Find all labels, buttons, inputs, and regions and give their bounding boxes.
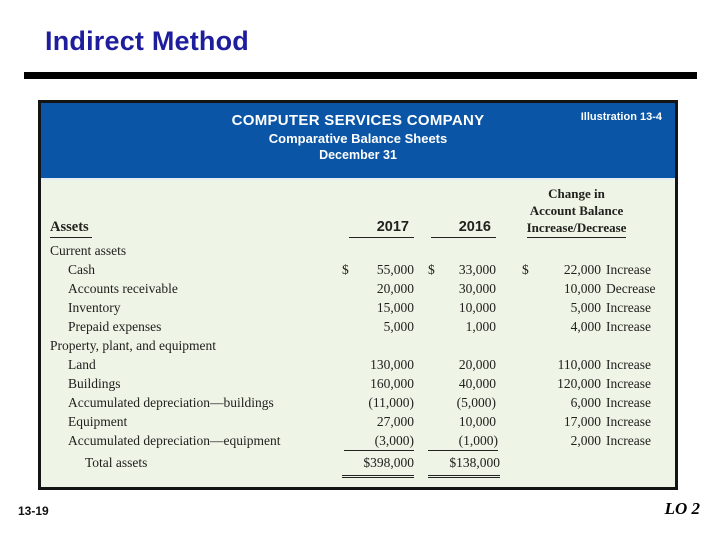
statement-date: December 31 <box>319 148 397 162</box>
value-2017: 5,000 <box>383 319 414 334</box>
change-direction: Increase <box>606 395 651 410</box>
row-label: Property, plant, and equipment <box>50 338 216 353</box>
slide-page-number: 13-19 <box>18 504 49 518</box>
value-2016: 30,000 <box>458 281 496 296</box>
value-2016: 20,000 <box>458 357 496 372</box>
row-label: Prepaid expenses <box>68 319 162 334</box>
row-label: Cash <box>68 262 95 277</box>
total-2016: $138,000 <box>414 451 500 478</box>
page-title: Indirect Method <box>45 26 249 56</box>
value-change: 120,000 <box>557 376 601 391</box>
value-2016: 10,000 <box>458 300 496 315</box>
table-row: Current assets <box>41 241 663 260</box>
value-2016: (1,000) <box>414 431 498 451</box>
change-direction: Increase <box>606 357 651 372</box>
row-label: Buildings <box>68 376 121 391</box>
change-direction: Increase <box>606 414 651 429</box>
row-label: Total assets <box>85 455 148 470</box>
change-header-line2: Account Balance <box>529 203 624 218</box>
table-row: Buildings 160,000 40,000 120,000 Increas… <box>41 374 663 393</box>
row-label: Current assets <box>50 243 127 258</box>
change-direction: Increase <box>606 376 651 391</box>
row-label: Inventory <box>68 300 121 315</box>
value-2017: 15,000 <box>376 300 414 315</box>
company-name: COMPUTER SERVICES COMPANY <box>231 112 485 129</box>
change-direction: Increase <box>606 319 651 334</box>
year-2017-header: 2017 <box>334 219 414 238</box>
change-column-header: Change in Account Balance Increase/Decre… <box>496 185 663 238</box>
value-change: 10,000 <box>563 281 601 296</box>
value-change: 5,000 <box>570 300 601 315</box>
total-2017: $398,000 <box>334 451 414 478</box>
change-direction: Decrease <box>606 281 656 296</box>
year-2016-header: 2016 <box>414 219 496 238</box>
change-direction: Increase <box>606 300 651 315</box>
value-2016: 1,000 <box>465 319 496 334</box>
row-label: Equipment <box>68 414 128 429</box>
title-divider-rule <box>24 72 697 79</box>
value-2017: (3,000) <box>334 431 414 451</box>
change-header-line3: Increase/Decrease <box>496 219 657 238</box>
value-change: 6,000 <box>570 395 601 410</box>
change-header-line1: Change in <box>548 186 605 201</box>
change-direction: Increase <box>606 433 651 448</box>
table-header-row: Assets 2017 2016 Change in Account Balan… <box>41 185 663 241</box>
table-row: Accounts receivable 20,000 30,000 10,000… <box>41 279 663 298</box>
row-label: Accounts receivable <box>68 281 178 296</box>
value-2017: (11,000) <box>368 395 414 410</box>
total-assets-row: Total assets $398,000 $138,000 <box>41 451 663 478</box>
value-2017: 27,000 <box>376 414 414 429</box>
balance-sheet-table: Assets 2017 2016 Change in Account Balan… <box>41 180 675 478</box>
value-change: 17,000 <box>563 414 601 429</box>
row-label: Accumulated depreciation—equipment <box>68 433 281 448</box>
value-2017: 130,000 <box>370 357 414 372</box>
table-row: Accumulated depreciation—buildings (11,0… <box>41 393 663 412</box>
value-2016: 10,000 <box>458 414 496 429</box>
row-label: Land <box>68 357 96 372</box>
table-row: Equipment 27,000 10,000 17,000 Increase <box>41 412 663 431</box>
value-2016: $33,000 <box>428 262 496 277</box>
value-2016: 40,000 <box>458 376 496 391</box>
table-row: Prepaid expenses 5,000 1,000 4,000 Incre… <box>41 317 663 336</box>
table-row: Inventory 15,000 10,000 5,000 Increase <box>41 298 663 317</box>
value-2017: 160,000 <box>370 376 414 391</box>
value-2016: (5,000) <box>456 395 496 410</box>
table-row: Accumulated depreciation—equipment (3,00… <box>41 431 663 451</box>
value-change: 110,000 <box>557 357 601 372</box>
illustration-tag: Illustration 13-4 <box>580 111 662 123</box>
value-change: 4,000 <box>570 319 601 334</box>
row-label: Accumulated depreciation—buildings <box>68 395 274 410</box>
table-row: Land 130,000 20,000 110,000 Increase <box>41 355 663 374</box>
value-2017: 20,000 <box>376 281 414 296</box>
learning-objective-label: LO 2 <box>664 499 700 518</box>
value-change: $22,000 <box>522 262 601 277</box>
value-2017: $55,000 <box>342 262 414 277</box>
balance-sheet-header: COMPUTER SERVICES COMPANY Comparative Ba… <box>41 103 675 180</box>
assets-column-header: Assets <box>41 219 334 238</box>
statement-title: Comparative Balance Sheets <box>268 131 448 146</box>
value-change: 2,000 <box>570 433 601 448</box>
change-direction: Increase <box>606 262 651 277</box>
table-row: Property, plant, and equipment <box>41 336 663 355</box>
illustration-card: COMPUTER SERVICES COMPANY Comparative Ba… <box>38 100 678 490</box>
table-row: Cash $55,000 $33,000 $22,000 Increase <box>41 260 663 279</box>
